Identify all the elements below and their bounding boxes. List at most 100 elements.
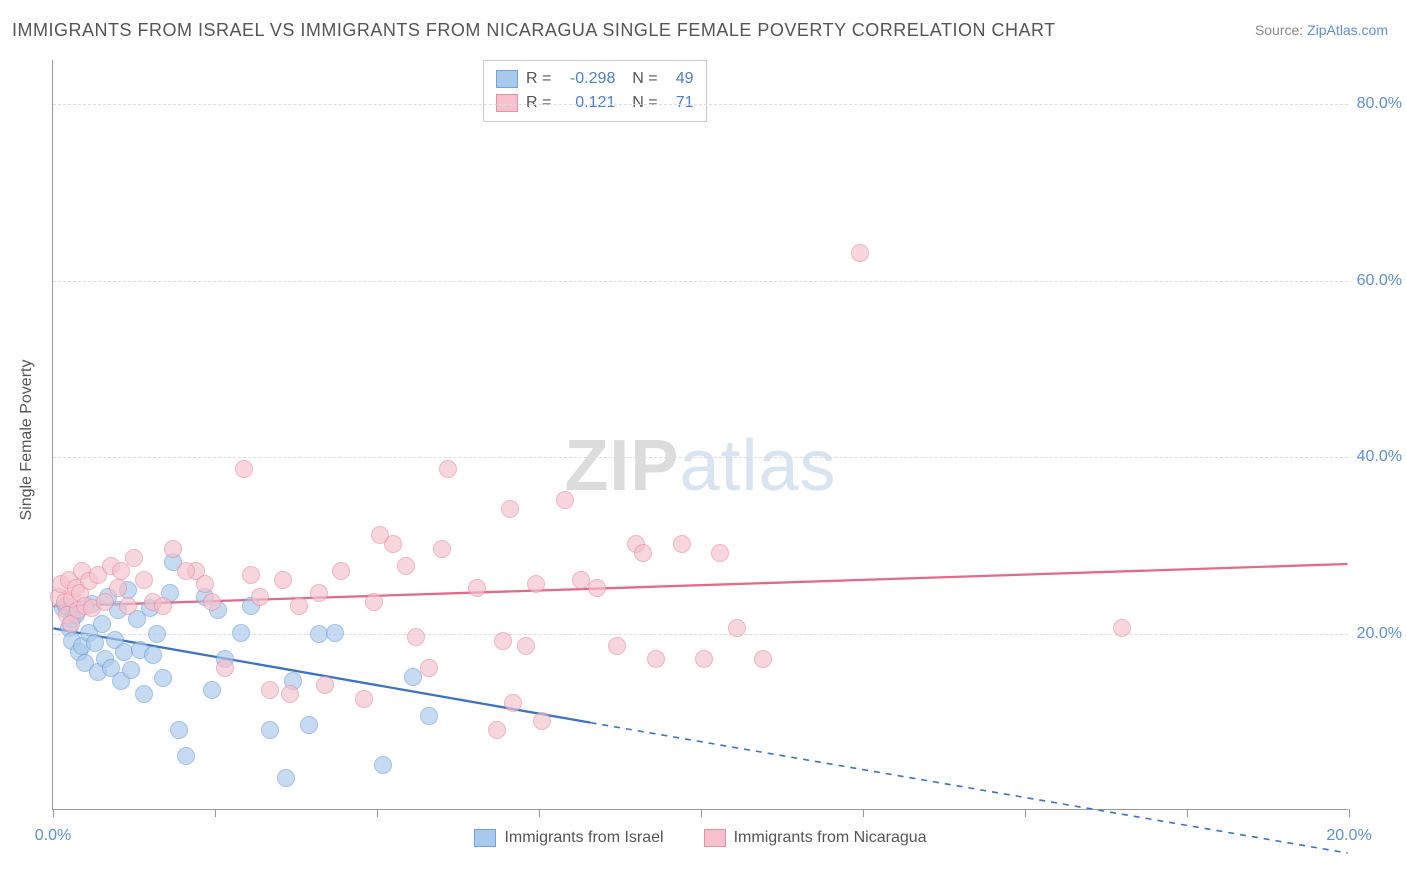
scatter-point <box>277 769 295 787</box>
stats-box: R = -0.298 N = 49R = 0.121 N = 71 <box>483 60 707 122</box>
scatter-point <box>365 593 383 611</box>
scatter-point <box>556 491 574 509</box>
stat-n-value: 49 <box>666 67 694 91</box>
scatter-point <box>527 575 545 593</box>
scatter-point <box>300 716 318 734</box>
stat-n-label: N = <box>623 67 657 91</box>
stat-r-label: R = <box>526 91 551 115</box>
x-tick <box>53 809 54 817</box>
scatter-point <box>235 460 253 478</box>
scatter-point <box>290 597 308 615</box>
scatter-point <box>177 747 195 765</box>
x-tick <box>215 809 216 817</box>
scatter-point <box>177 562 195 580</box>
legend-swatch <box>704 829 726 847</box>
scatter-point <box>533 712 551 730</box>
x-tick <box>701 809 702 817</box>
watermark-zip: ZIP <box>564 426 679 506</box>
scatter-point <box>754 650 772 668</box>
scatter-point <box>125 549 143 567</box>
scatter-point <box>439 460 457 478</box>
y-tick-label: 80.0% <box>1357 95 1402 113</box>
gridline <box>53 457 1348 458</box>
stat-n-label: N = <box>623 91 657 115</box>
chart-title: IMMIGRANTS FROM ISRAEL VS IMMIGRANTS FRO… <box>12 20 1056 41</box>
scatter-point <box>135 685 153 703</box>
bottom-legend: Immigrants from Israel Immigrants from Ni… <box>53 829 1348 847</box>
scatter-point <box>517 637 535 655</box>
scatter-point <box>232 624 250 642</box>
scatter-point <box>115 643 133 661</box>
scatter-point <box>728 619 746 637</box>
scatter-point <box>420 659 438 677</box>
scatter-point <box>634 544 652 562</box>
scatter-point <box>203 593 221 611</box>
scatter-point <box>109 579 127 597</box>
scatter-point <box>119 597 137 615</box>
scatter-point <box>281 685 299 703</box>
scatter-point <box>135 571 153 589</box>
scatter-point <box>310 584 328 602</box>
scatter-point <box>203 681 221 699</box>
y-tick-label: 20.0% <box>1357 625 1402 643</box>
scatter-point <box>420 707 438 725</box>
scatter-point <box>332 562 350 580</box>
scatter-point <box>494 632 512 650</box>
scatter-point <box>310 625 328 643</box>
legend-swatch <box>496 70 518 88</box>
scatter-point <box>468 579 486 597</box>
x-tick <box>377 809 378 817</box>
scatter-point <box>122 661 140 679</box>
stat-n-value: 71 <box>666 91 694 115</box>
legend-item: Immigrants from Nicaragua <box>704 829 927 847</box>
legend-item: Immigrants from Israel <box>474 829 663 847</box>
scatter-point <box>371 526 389 544</box>
scatter-point <box>170 721 188 739</box>
scatter-point <box>164 540 182 558</box>
y-axis-label: Single Female Poverty <box>18 360 36 521</box>
legend-label: Immigrants from Israel <box>504 829 663 847</box>
scatter-point <box>711 544 729 562</box>
scatter-point <box>588 579 606 597</box>
scatter-point <box>261 721 279 739</box>
scatter-point <box>504 694 522 712</box>
scatter-point <box>242 566 260 584</box>
x-tick <box>539 809 540 817</box>
scatter-point <box>647 650 665 668</box>
watermark-atlas: atlas <box>679 426 836 506</box>
source-link[interactable]: ZipAtlas.com <box>1307 22 1388 38</box>
scatter-point <box>572 571 590 589</box>
scatter-point <box>1113 619 1131 637</box>
scatter-point <box>316 676 334 694</box>
legend-swatch <box>474 829 496 847</box>
scatter-point <box>374 756 392 774</box>
scatter-point <box>251 588 269 606</box>
x-tick <box>1187 809 1188 817</box>
scatter-point <box>144 646 162 664</box>
scatter-point <box>355 690 373 708</box>
scatter-point <box>851 244 869 262</box>
scatter-point <box>274 571 292 589</box>
x-tick-label: 20.0% <box>1326 827 1371 845</box>
scatter-point <box>608 637 626 655</box>
source-label: Source: <box>1255 22 1307 38</box>
stat-r-value: -0.298 <box>559 67 615 91</box>
scatter-point <box>673 535 691 553</box>
stat-r-label: R = <box>526 67 551 91</box>
stat-r-value: 0.121 <box>559 91 615 115</box>
scatter-point <box>154 597 172 615</box>
scatter-point <box>196 575 214 593</box>
source-attribution: Source: ZipAtlas.com <box>1255 22 1388 38</box>
stats-row: R = 0.121 N = 71 <box>496 91 694 115</box>
scatter-point <box>154 669 172 687</box>
scatter-point <box>433 540 451 558</box>
stats-row: R = -0.298 N = 49 <box>496 67 694 91</box>
gridline <box>53 104 1348 105</box>
y-tick-label: 40.0% <box>1357 448 1402 466</box>
x-tick <box>863 809 864 817</box>
trend-lines-layer <box>53 60 1348 809</box>
scatter-point <box>148 625 166 643</box>
watermark: ZIPatlas <box>564 425 836 507</box>
y-tick-label: 60.0% <box>1357 272 1402 290</box>
scatter-point <box>397 557 415 575</box>
